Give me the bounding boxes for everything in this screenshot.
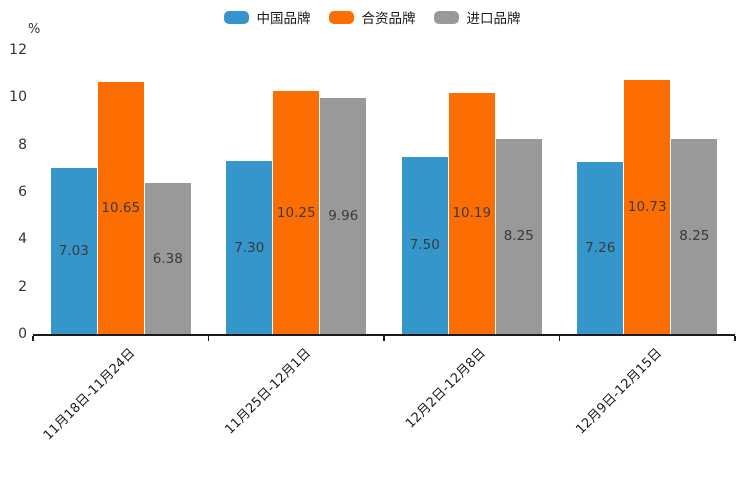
legend-label: 进口品牌 (466, 11, 521, 27)
bar: 6.38 (144, 183, 191, 334)
bar: 7.03 (50, 167, 97, 334)
bar-value-label: 9.96 (328, 208, 359, 225)
y-axis-tick-label: 4 (18, 231, 27, 248)
legend-item[interactable]: 合资品牌 (328, 7, 416, 27)
bar: 10.73 (624, 80, 671, 334)
legend: 中国品牌 合资品牌 进口品牌 (0, 7, 744, 27)
x-axis-label: 12月9日-12月15日 (573, 345, 665, 438)
bar: 10.65 (97, 81, 144, 334)
x-axis-tick (32, 336, 34, 341)
x-axis-label: 11月25日-12月1日 (222, 345, 314, 438)
legend-item[interactable]: 进口品牌 (433, 7, 521, 27)
x-axis-label: 12月2日-12月8日 (403, 345, 490, 432)
bar: 9.96 (320, 98, 367, 334)
legend-swatch-icon (328, 10, 354, 24)
bar-value-label: 10.19 (452, 205, 492, 222)
y-axis-tick-label: 0 (18, 326, 27, 342)
legend-swatch-icon (223, 10, 249, 24)
bar-value-label: 8.25 (679, 228, 710, 245)
x-axis-label: 11月18日-11月24日 (40, 345, 139, 444)
y-axis-tick-label: 10 (9, 89, 27, 106)
legend-swatch-icon (433, 10, 459, 24)
bar: 10.19 (448, 92, 495, 334)
x-axis-tick (734, 336, 736, 341)
bar: 7.26 (577, 162, 624, 334)
y-axis-tick-label: 12 (9, 42, 27, 58)
bar-value-label: 10.25 (276, 204, 316, 221)
x-axis-tick (558, 336, 561, 341)
bar-value-label: 6.38 (152, 250, 183, 267)
bar-value-label: 10.65 (101, 199, 141, 216)
bar-value-label: 7.26 (585, 240, 616, 257)
bar: 10.25 (273, 91, 320, 334)
bar-value-label: 7.50 (409, 237, 440, 254)
legend-label: 中国品牌 (256, 11, 311, 27)
bar-value-label: 8.25 (503, 228, 534, 245)
bar-value-label: 7.30 (234, 239, 265, 256)
legend-label: 合资品牌 (361, 11, 416, 27)
y-axis-tick-label: 2 (18, 278, 27, 295)
bar-value-label: 10.73 (627, 199, 667, 216)
y-axis-tick-label: 6 (18, 184, 27, 200)
x-axis-tick (207, 336, 210, 341)
legend-item[interactable]: 中国品牌 (223, 7, 311, 27)
x-axis-line (33, 334, 735, 336)
bar: 7.30 (226, 161, 273, 334)
bar-value-label: 7.03 (58, 242, 89, 259)
x-axis-tick (383, 336, 385, 341)
bar: 8.25 (671, 138, 718, 334)
bar: 8.25 (495, 138, 542, 334)
y-axis-unit-label: % (28, 22, 41, 37)
bar: 7.50 (401, 156, 448, 334)
y-axis-tick-label: 8 (18, 136, 27, 153)
plot-area: 7.03 10.65 6.38 7.30 10.25 9.96 7.50 10.19 8.25 7… (32, 50, 736, 341)
